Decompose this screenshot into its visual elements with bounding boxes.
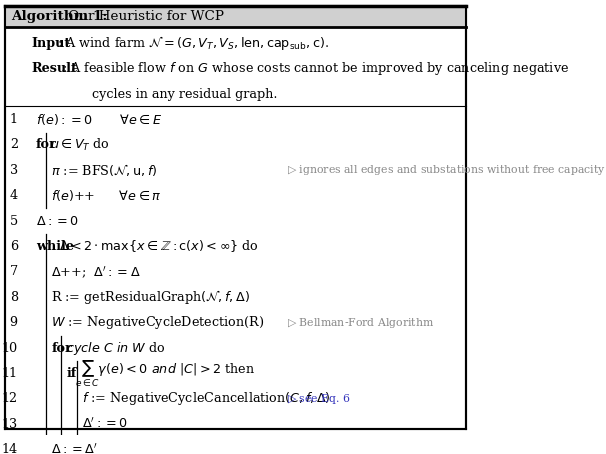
- Text: 7: 7: [10, 266, 18, 278]
- Text: 5: 5: [10, 215, 18, 227]
- Text: R := getResidualGraph$(\mathcal{N}, f, \Delta)$: R := getResidualGraph$(\mathcal{N}, f, \…: [52, 288, 250, 306]
- Text: $\Delta$++;  $\Delta' := \Delta$: $\Delta$++; $\Delta' := \Delta$: [52, 264, 141, 280]
- Text: 14: 14: [2, 443, 18, 454]
- Text: 8: 8: [10, 291, 18, 304]
- Text: $\triangleright$ ignores all edges and substations without free capacity: $\triangleright$ ignores all edges and s…: [287, 163, 606, 178]
- Text: 11: 11: [2, 367, 18, 380]
- Text: $\pi$ := BFS$(\mathcal{N}, \mathrm{u}, f)$: $\pi$ := BFS$(\mathcal{N}, \mathrm{u}, f…: [52, 163, 158, 178]
- Text: $\Delta < 2 \cdot \max\{x \in \mathbb{Z} : \mathrm{c}(x) < \infty\}$ do: $\Delta < 2 \cdot \max\{x \in \mathbb{Z}…: [59, 238, 259, 254]
- Text: : A wind farm $\mathcal{N} = (G, V_T, V_S, \mathrm{len}, \mathrm{cap}_{\mathrm{s: : A wind farm $\mathcal{N} = (G, V_T, V_…: [56, 35, 328, 52]
- Text: 9: 9: [10, 316, 18, 329]
- Text: 4: 4: [10, 189, 18, 202]
- Text: $\Delta := \Delta'$: $\Delta := \Delta'$: [52, 442, 98, 454]
- Text: 6: 6: [10, 240, 18, 253]
- Text: $\Delta' := 0$: $\Delta' := 0$: [82, 417, 128, 431]
- Text: for: for: [52, 341, 72, 355]
- Text: 2: 2: [10, 138, 18, 152]
- Text: $f$ := NegativeCycleCancellation$(C, f, \Delta)$: $f$ := NegativeCycleCancellation$(C, f, …: [82, 390, 331, 407]
- Text: $W$ := NegativeCycleDetection(R): $W$ := NegativeCycleDetection(R): [52, 314, 264, 331]
- Text: : A feasible flow $f$ on $G$ whose costs cannot be improved by canceling negativ: : A feasible flow $f$ on $G$ whose costs…: [62, 60, 569, 77]
- Text: $\sum_{e \in C} \gamma(e) < 0$ $\mathit{and}$ $|C| > 2$ then: $\sum_{e \in C} \gamma(e) < 0$ $\mathit{…: [75, 358, 255, 389]
- Text: $u \in V_T$ do: $u \in V_T$ do: [50, 137, 110, 153]
- Text: cycles in any residual graph.: cycles in any residual graph.: [92, 88, 277, 101]
- Text: $\triangleright$ see Eq. 6: $\triangleright$ see Eq. 6: [287, 392, 351, 406]
- Text: 10: 10: [2, 341, 18, 355]
- Text: 1: 1: [10, 113, 18, 126]
- Text: Our Heuristic for WCP: Our Heuristic for WCP: [64, 10, 224, 23]
- Text: Result: Result: [31, 62, 77, 75]
- Text: 13: 13: [2, 418, 18, 431]
- Text: $f(e)$++      $\forall e \in \pi$: $f(e)$++ $\forall e \in \pi$: [52, 188, 162, 203]
- Text: 12: 12: [2, 392, 18, 405]
- Text: $\Delta := 0$: $\Delta := 0$: [36, 215, 79, 227]
- Text: Input: Input: [31, 37, 70, 50]
- Text: if: if: [67, 367, 77, 380]
- Text: Algorithm 1:: Algorithm 1:: [11, 10, 107, 23]
- Text: for: for: [36, 138, 56, 152]
- Text: $\mathit{cycle\ C\ in\ W}$ do: $\mathit{cycle\ C\ in\ W}$ do: [66, 340, 165, 356]
- Text: 3: 3: [10, 164, 18, 177]
- Text: while: while: [36, 240, 74, 253]
- Text: $\triangleright$ Bellman-Ford Algorithm: $\triangleright$ Bellman-Ford Algorithm: [287, 316, 435, 330]
- Bar: [5, 6, 465, 27]
- Text: $f(e) := 0$       $\forall e \in E$: $f(e) := 0$ $\forall e \in E$: [36, 112, 162, 127]
